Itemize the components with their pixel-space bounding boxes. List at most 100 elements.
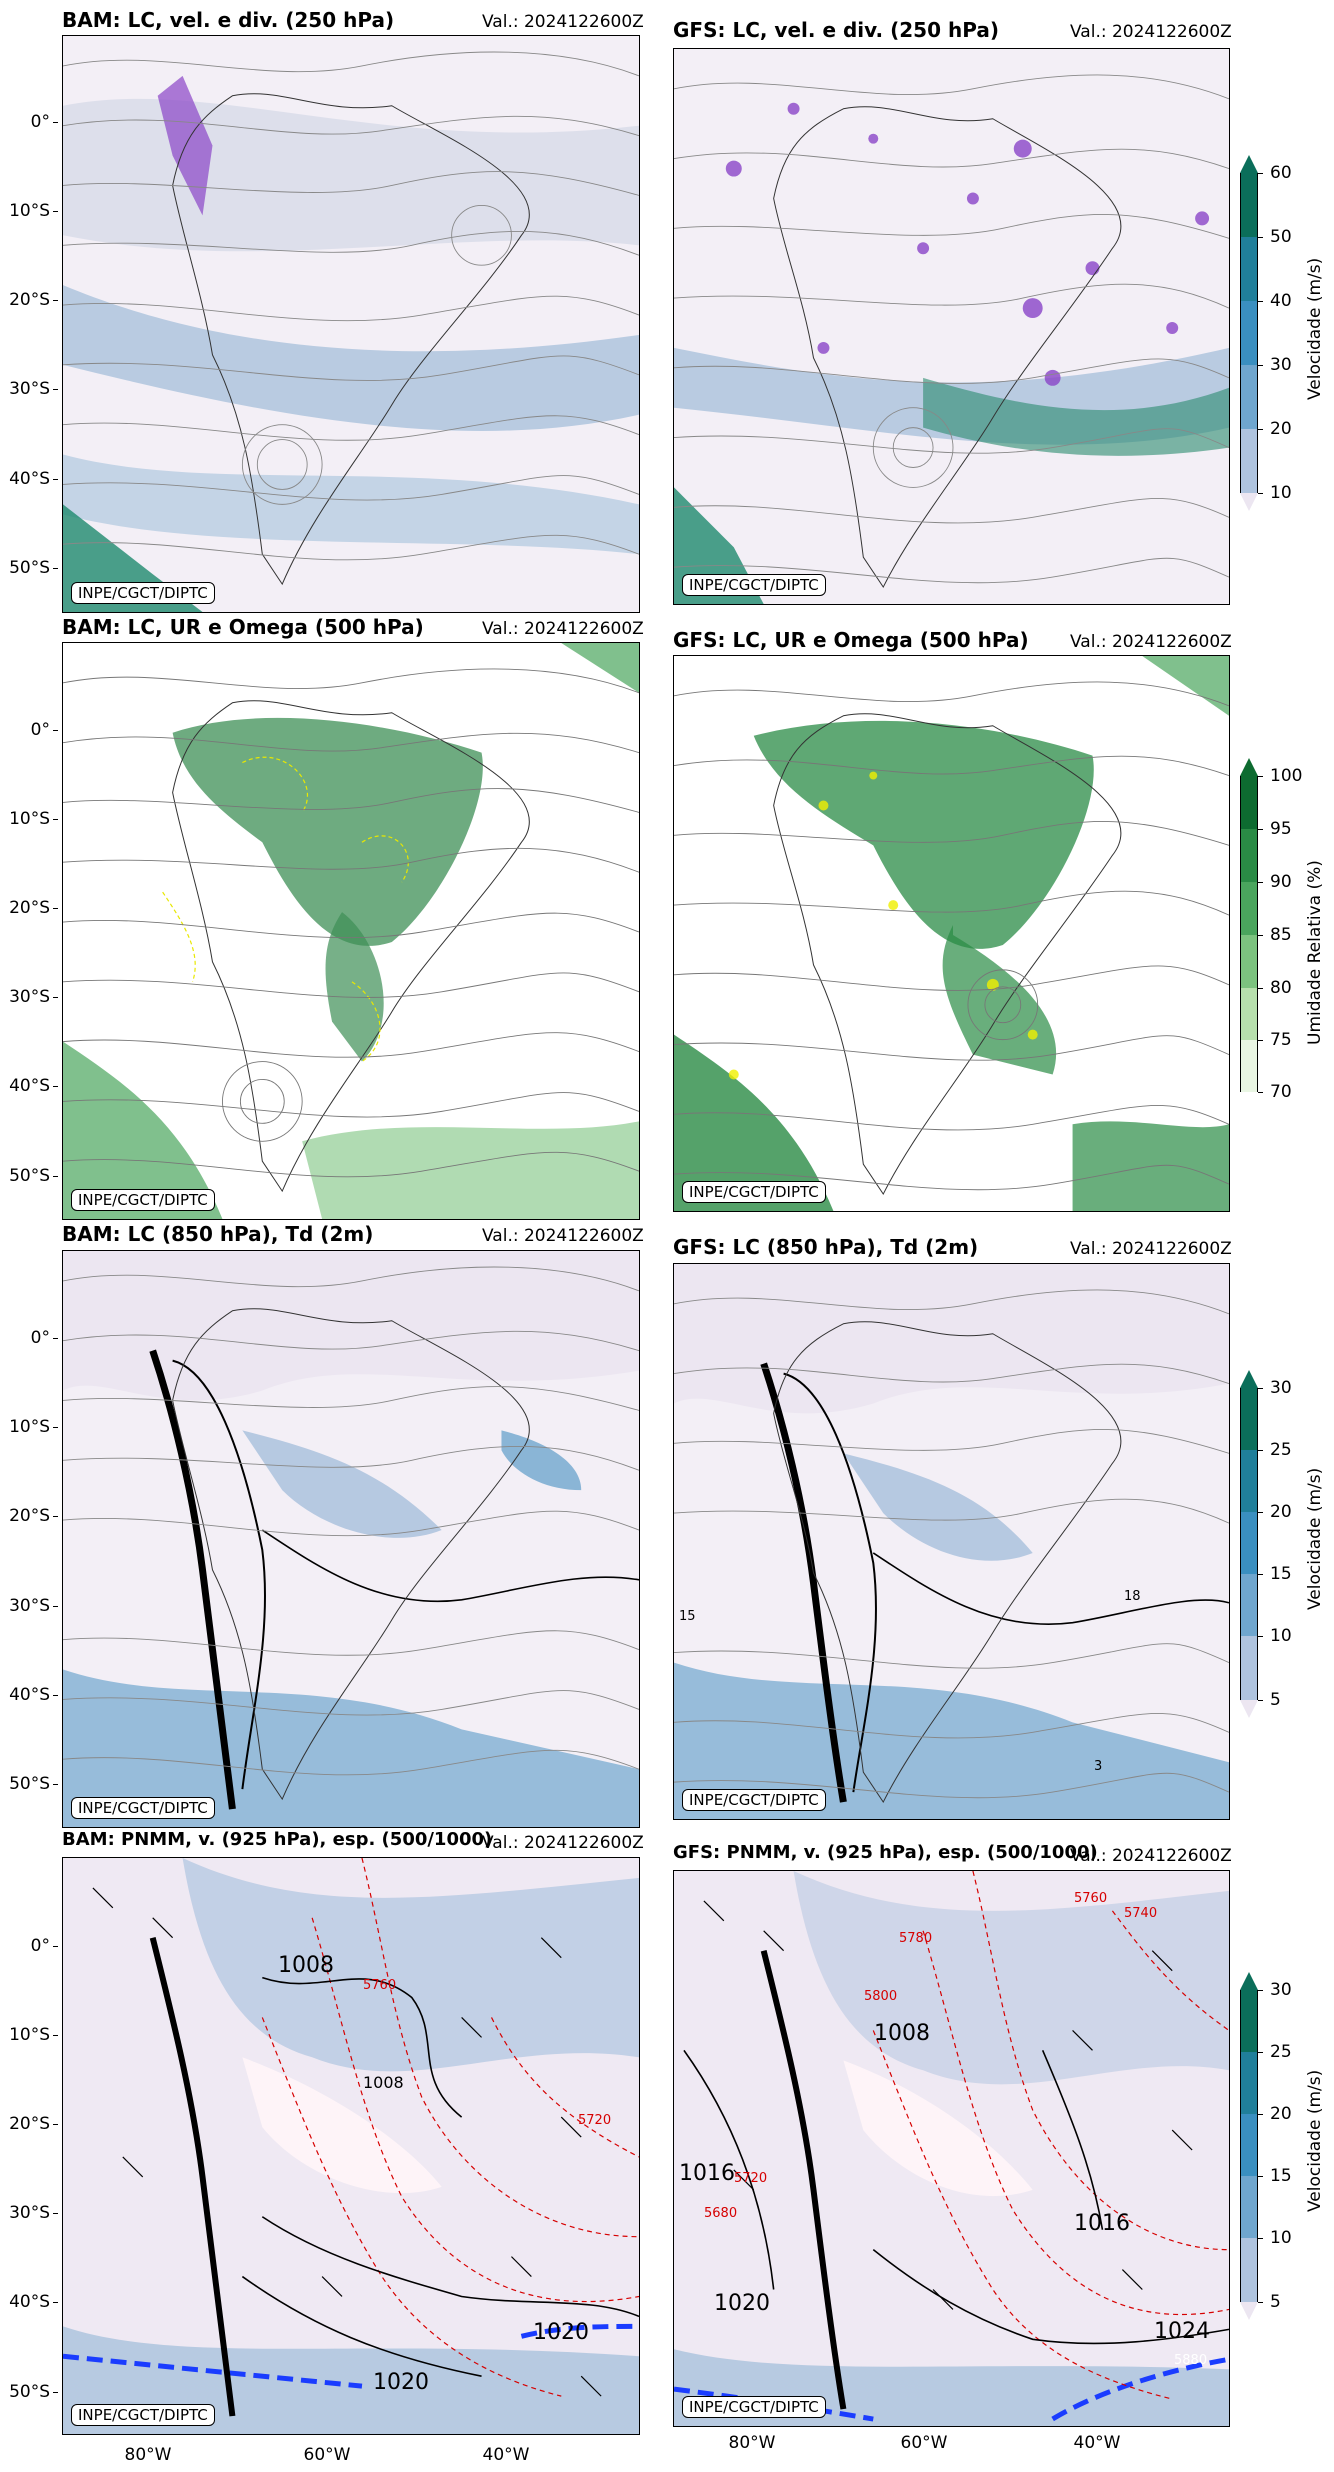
colorbar-tick: 25 — [1258, 1440, 1292, 1460]
panel-title: BAM: PNMM, v. (925 hPa), esp. (500/1000) — [62, 1829, 493, 1850]
lon-tick: 60°W — [900, 2433, 948, 2453]
contour-label: 1020 — [373, 2370, 429, 2395]
colorbar-tick: 10 — [1258, 2228, 1292, 2248]
colorbar-tick: 25 — [1258, 2042, 1292, 2062]
colorbar-rh-500 — [1240, 758, 1258, 1110]
contour-label: 1008 — [363, 2073, 404, 2092]
panel-title: GFS: LC (850 hPa), Td (2m) — [673, 1235, 979, 1259]
lat-tick: 10°S — [0, 2025, 58, 2045]
lat-tick: 50°S — [0, 1166, 58, 1186]
lat-tick: 0° — [0, 112, 58, 132]
colorbar-tick: 10 — [1258, 1626, 1292, 1646]
colorbar-tick: 85 — [1258, 925, 1292, 945]
panel-title: BAM: LC, UR e Omega (500 hPa) — [62, 615, 424, 639]
credit-label: INPE/CGCT/DIPTC — [682, 2396, 826, 2418]
colorbar-tick: 5 — [1258, 2292, 1281, 2312]
credit-label: INPE/CGCT/DIPTC — [682, 1789, 826, 1811]
colorbar-tick: 50 — [1258, 227, 1292, 247]
contour-label: 5720 — [734, 2171, 768, 2186]
colorbar-tick: 95 — [1258, 819, 1292, 839]
lat-tick: 20°S — [0, 1506, 58, 1526]
colorbar-tick: 60 — [1258, 163, 1292, 183]
valid-time: Val.: 2024122600Z — [482, 12, 644, 32]
colorbar-tick: 30 — [1258, 1980, 1292, 2000]
contour-label: 5760 — [363, 1978, 397, 1993]
lat-tick: 30°S — [0, 1596, 58, 1616]
colorbar-tick: 30 — [1258, 1378, 1292, 1398]
lon-tick: 40°W — [482, 2445, 530, 2465]
colorbar-tick: 5 — [1258, 1690, 1281, 1710]
colorbar-tick: 80 — [1258, 978, 1292, 998]
lat-tick: 40°S — [0, 1076, 58, 1096]
map-bam-850hpa: INPE/CGCT/DIPTC — [62, 1250, 640, 1828]
contour-label: 5760 — [1074, 1891, 1108, 1906]
lat-tick: 50°S — [0, 2382, 58, 2402]
contour-label: 1016 — [1074, 2211, 1130, 2236]
colorbar-tick: 20 — [1258, 419, 1292, 439]
contour-label: 5880 — [1174, 2353, 1208, 2368]
panel-title: BAM: LC (850 hPa), Td (2m) — [62, 1222, 374, 1246]
contour-label: 18 — [1124, 1589, 1141, 1604]
panel-title: GFS: LC, UR e Omega (500 hPa) — [673, 628, 1029, 652]
colorbar-tick: 20 — [1258, 2104, 1292, 2124]
contour-label: 5720 — [578, 2113, 612, 2128]
contour-label: 3 — [1094, 1759, 1103, 1774]
colorbar-tick: 15 — [1258, 2166, 1292, 2186]
map-gfs-250hpa: INPE/CGCT/DIPTC — [673, 48, 1230, 605]
lon-tick: 40°W — [1073, 2433, 1121, 2453]
credit-label: INPE/CGCT/DIPTC — [682, 1181, 826, 1203]
colorbar-wind-250 — [1240, 155, 1258, 520]
colorbar-tick: 70 — [1258, 1082, 1292, 1102]
panel-title: GFS: PNMM, v. (925 hPa), esp. (500/1000) — [673, 1842, 1098, 1863]
map-bam-250hpa: INPE/CGCT/DIPTC — [62, 35, 640, 613]
valid-time: Val.: 2024122600Z — [482, 619, 644, 639]
contour-label: 5680 — [704, 2206, 738, 2221]
contour-label: 1008 — [874, 2021, 930, 2046]
lat-tick: 40°S — [0, 1685, 58, 1705]
contour-label: 5740 — [1124, 1906, 1158, 1921]
credit-label: INPE/CGCT/DIPTC — [71, 582, 215, 604]
valid-time: Val.: 2024122600Z — [1070, 1846, 1232, 1866]
lon-tick: 80°W — [124, 2445, 172, 2465]
colorbar-tick: 30 — [1258, 355, 1292, 375]
contour-label: 1016 — [679, 2161, 735, 2186]
colorbar-tick: 100 — [1257, 766, 1303, 786]
map-gfs-500hpa: INPE/CGCT/DIPTC — [673, 655, 1230, 1212]
colorbar-tick: 40 — [1258, 291, 1292, 311]
lon-tick: 60°W — [303, 2445, 351, 2465]
lat-tick: 20°S — [0, 290, 58, 310]
contour-label: 1008 — [278, 1953, 334, 1978]
map-bam-925hpa: 1008 5760 1008 5720 1020 1020 INPE/CGCT/… — [62, 1857, 640, 2435]
valid-time: Val.: 2024122600Z — [482, 1226, 644, 1246]
lat-tick: 30°S — [0, 379, 58, 399]
colorbar-label: Umidade Relativa (%) — [1305, 860, 1325, 1045]
panel-title: GFS: LC, vel. e div. (250 hPa) — [673, 18, 999, 42]
credit-label: INPE/CGCT/DIPTC — [71, 2404, 215, 2426]
colorbar-tick: 15 — [1258, 1564, 1292, 1584]
valid-time: Val.: 2024122600Z — [1070, 632, 1232, 652]
colorbar-wind-925 — [1240, 1972, 1258, 2320]
lat-tick: 10°S — [0, 809, 58, 829]
lat-tick: 50°S — [0, 558, 58, 578]
colorbar-tick: 10 — [1258, 483, 1292, 503]
credit-label: INPE/CGCT/DIPTC — [71, 1797, 215, 1819]
map-gfs-925hpa: 5740 5760 5780 5800 1008 1016 5720 5680 … — [673, 1870, 1230, 2427]
lat-tick: 20°S — [0, 898, 58, 918]
map-bam-500hpa: INPE/CGCT/DIPTC — [62, 642, 640, 1220]
lat-tick: 40°S — [0, 469, 58, 489]
colorbar-label: Velocidade (m/s) — [1305, 2069, 1325, 2212]
valid-time: Val.: 2024122600Z — [1070, 22, 1232, 42]
contour-label: 1020 — [714, 2291, 770, 2316]
colorbar-label: Velocidade (m/s) — [1305, 257, 1325, 400]
contour-label: 1024 — [1154, 2319, 1210, 2344]
contour-label: 5800 — [864, 1989, 898, 2004]
lon-tick: 80°W — [728, 2433, 776, 2453]
lat-tick: 20°S — [0, 2114, 58, 2134]
lat-tick: 40°S — [0, 2292, 58, 2312]
colorbar-tick: 20 — [1258, 1502, 1292, 1522]
lat-tick: 0° — [0, 720, 58, 740]
credit-label: INPE/CGCT/DIPTC — [71, 1189, 215, 1211]
colorbar-wind-850 — [1240, 1370, 1258, 1718]
lat-tick: 0° — [0, 1936, 58, 1956]
valid-time: Val.: 2024122600Z — [1070, 1239, 1232, 1259]
